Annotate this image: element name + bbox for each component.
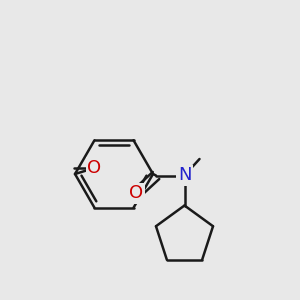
Text: N: N xyxy=(178,167,191,184)
Text: O: O xyxy=(87,159,102,177)
Text: O: O xyxy=(129,184,144,202)
